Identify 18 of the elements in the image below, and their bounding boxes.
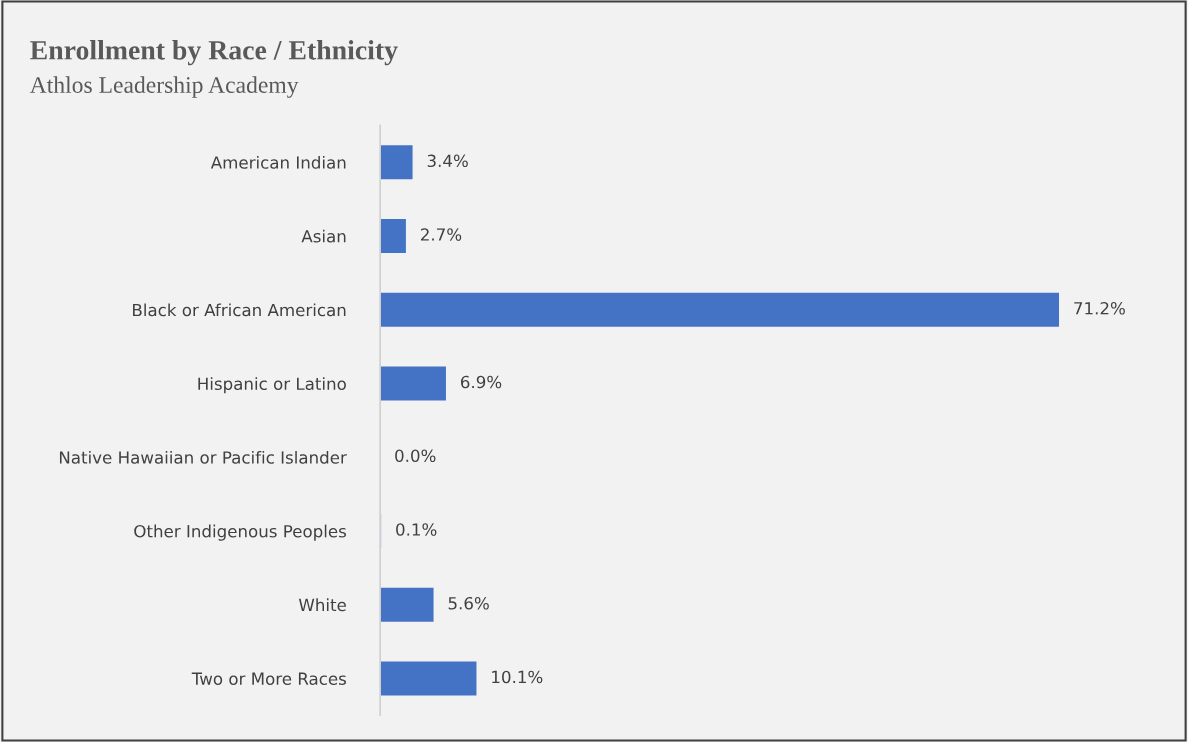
text: Athlos Leadership Academy [29, 76, 299, 98]
y-tick-label: Two or More Races [191, 672, 347, 685]
data-label: 0.1% [396, 523, 437, 536]
data-label: 0.0% [395, 449, 436, 463]
data-label: 2.7% [421, 228, 462, 241]
y-tick-label: Other Indigenous Peoples [134, 524, 347, 541]
data-label: 5.6% [448, 596, 489, 610]
y-tick-label: Native Hawaiian or Pacific Islander [59, 450, 347, 464]
y-tick-label: White [298, 598, 346, 612]
data-label: 6.9% [461, 375, 502, 389]
y-tick-label: American Indian [210, 155, 346, 169]
y-tick-label: Hispanic or Latino [198, 377, 346, 394]
data-label: 10.1% [492, 670, 543, 684]
y-tick-label: Asian [301, 229, 346, 243]
y-tick-label: Black or African American [133, 303, 346, 317]
chart-title: Enrollment by Race / Ethnicity [30, 40, 398, 66]
data-label: 71.2% [1074, 301, 1125, 315]
data-label: 3.4% [427, 154, 468, 168]
